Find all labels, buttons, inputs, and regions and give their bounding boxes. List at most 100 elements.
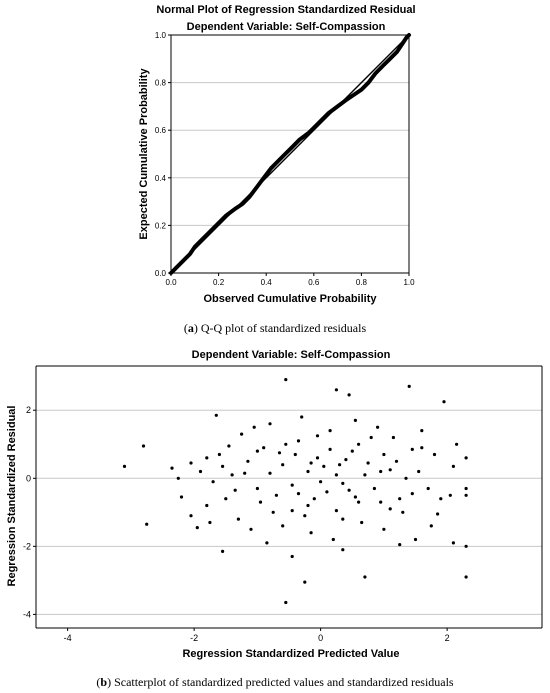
scatter-point xyxy=(211,480,215,484)
qq-x-tick-label: 0.2 xyxy=(213,278,225,287)
scatter-point xyxy=(255,449,259,453)
scatter-x-label: Regression Standardized Predicted Value xyxy=(182,648,399,660)
scatter-point xyxy=(436,512,440,516)
scatter-x-tick-label: -4 xyxy=(64,633,72,643)
scatter-point xyxy=(338,463,342,467)
scatter-point xyxy=(432,452,437,457)
scatter-point xyxy=(420,446,424,450)
scatter-point xyxy=(404,476,408,480)
scatter-point xyxy=(303,580,307,584)
qq-y-label: Expected Cumulative Probability xyxy=(138,68,150,240)
scatter-point xyxy=(315,434,320,438)
scatter-point xyxy=(322,464,326,468)
qq-y-tick-label: 0.2 xyxy=(155,221,167,230)
scatter-point xyxy=(230,473,234,477)
scatter-point xyxy=(379,500,383,504)
scatter-point xyxy=(410,447,414,451)
scatter-point xyxy=(145,522,149,526)
scatter-y-tick-label: -4 xyxy=(23,609,31,619)
scatter-point xyxy=(306,503,310,508)
caption-a: (a) Q-Q plot of standardized residuals xyxy=(183,321,367,335)
scatter-point xyxy=(464,493,468,497)
scatter-point xyxy=(455,442,459,446)
scatter-point xyxy=(258,500,263,504)
scatter-points xyxy=(122,378,468,605)
scatter-point xyxy=(357,500,361,504)
qq-x-label: Observed Cumulative Probability xyxy=(204,293,378,305)
caption-a-letter: a xyxy=(187,321,194,335)
scatter-point xyxy=(464,575,468,579)
scatter-y-tick-label: 0 xyxy=(26,473,31,483)
scatter-point xyxy=(363,575,367,579)
qq-y-tick-label: 0.4 xyxy=(155,174,167,183)
scatter-y-tick-label: -2 xyxy=(23,541,31,551)
qq-x-tick-label: 0.4 xyxy=(261,278,273,287)
scatter-point xyxy=(240,432,244,436)
scatter-point xyxy=(451,464,455,468)
scatter-point xyxy=(262,446,266,450)
qq-x-tick-label: 0.6 xyxy=(308,278,320,287)
scatter-point xyxy=(195,526,199,530)
scatter-point xyxy=(350,449,354,453)
scatter-point xyxy=(284,442,288,446)
qq-y-tick-label: 0.8 xyxy=(155,79,167,88)
scatter-point xyxy=(141,444,146,448)
scatter-point xyxy=(309,531,313,535)
scatter-point xyxy=(391,435,395,440)
scatter-point xyxy=(388,468,392,472)
scatter-point xyxy=(179,495,184,499)
qq-y-tick-label: 1.0 xyxy=(155,31,167,40)
scatter-point xyxy=(281,524,285,528)
scatter-point xyxy=(236,517,240,521)
scatter-point xyxy=(442,400,446,404)
scatter-point xyxy=(325,490,329,494)
scatter-point xyxy=(208,520,212,525)
scatter-point xyxy=(376,425,380,429)
scatter-point xyxy=(464,486,468,491)
scatter-point xyxy=(265,541,269,545)
scatter-point xyxy=(300,415,304,419)
qq-observed-series xyxy=(169,33,411,275)
scatter-point xyxy=(410,492,414,496)
scatter-point xyxy=(217,452,221,457)
scatter-point xyxy=(344,458,348,462)
scatter-point xyxy=(277,451,282,455)
scatter-point xyxy=(331,537,335,542)
scatter-point xyxy=(312,497,316,501)
scatter-point xyxy=(353,495,357,499)
scatter-x-ticks: -4 -2 0 2 xyxy=(64,628,450,643)
scatter-title: Dependent Variable: Self-Compassion xyxy=(192,349,391,361)
caption-b-text: Scatterplot of standardized predicted va… xyxy=(114,675,454,689)
scatter-point xyxy=(420,429,424,433)
scatter-point xyxy=(382,452,386,457)
scatter-point xyxy=(271,510,275,514)
scatter-y-tick-label: 2 xyxy=(26,405,31,415)
scatter-point xyxy=(221,464,225,468)
scatter-point xyxy=(328,447,332,451)
scatter-point xyxy=(189,514,193,518)
scatter-point xyxy=(221,549,225,554)
qq-plot: Normal Plot of Regression Standardized R… xyxy=(138,4,416,305)
scatter-point xyxy=(417,469,421,474)
scatter-point xyxy=(360,520,364,525)
scatter-point xyxy=(369,435,373,440)
scatter-point xyxy=(284,600,288,605)
qq-y-tick-label: 0.6 xyxy=(155,126,167,135)
qq-plot-subtitle: Dependent Variable: Self-Compassion xyxy=(187,21,386,33)
scatter-point xyxy=(347,393,351,397)
scatter-point xyxy=(205,503,209,508)
qq-x-tick-label: 1.0 xyxy=(403,278,415,287)
scatter-point xyxy=(227,444,231,448)
scatter-point xyxy=(319,480,323,484)
scatter-point xyxy=(296,492,301,496)
scatter-point xyxy=(274,493,278,497)
scatter-point xyxy=(205,456,209,460)
scatter-point xyxy=(372,486,376,491)
scatter-point xyxy=(363,473,367,477)
scatter-point xyxy=(388,507,392,511)
scatter-point xyxy=(290,509,294,513)
scatter-point xyxy=(451,541,455,545)
scatter-point xyxy=(464,544,468,548)
scatter-point xyxy=(268,471,272,475)
